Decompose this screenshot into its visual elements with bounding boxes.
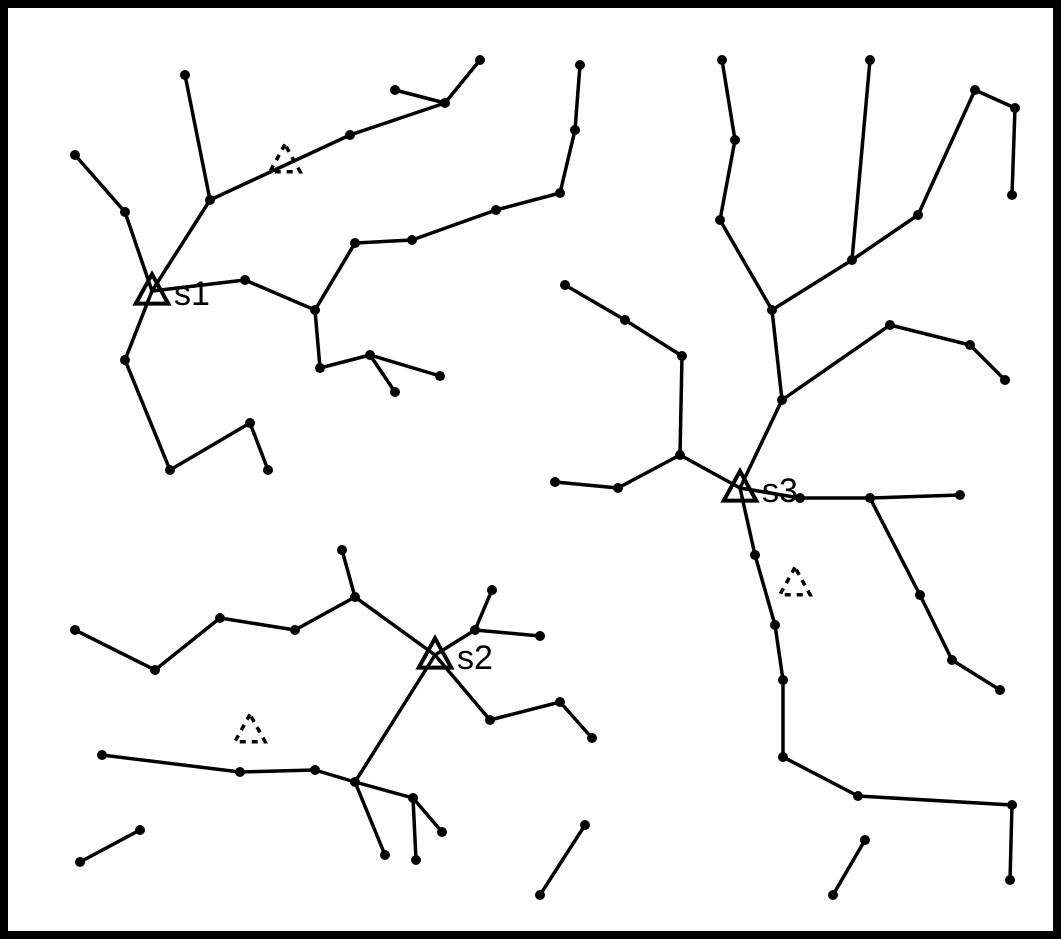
node-dot xyxy=(205,195,215,205)
node-dot xyxy=(865,55,875,65)
node-dot xyxy=(411,855,421,865)
node-dot xyxy=(350,592,360,602)
node-dot xyxy=(70,625,80,635)
node-dot xyxy=(580,820,590,830)
node-dot xyxy=(390,85,400,95)
sink-label: s2 xyxy=(457,639,493,677)
node-dot xyxy=(828,890,838,900)
node-dot xyxy=(947,655,957,665)
node-dot xyxy=(407,235,417,245)
node-dot xyxy=(715,215,725,225)
node-dot xyxy=(865,493,875,503)
node-dot xyxy=(613,483,623,493)
node-dot xyxy=(315,363,325,373)
node-dot xyxy=(767,305,777,315)
node-dot xyxy=(555,188,565,198)
node-dot xyxy=(913,210,923,220)
node-dot xyxy=(535,890,545,900)
node-dot xyxy=(1007,800,1017,810)
network-diagram: s1 s2 s3 xyxy=(0,0,1061,939)
node-dot xyxy=(135,825,145,835)
node-dot xyxy=(555,697,565,707)
node-dot xyxy=(120,207,130,217)
sink-label: s1 xyxy=(174,275,210,313)
node-dot xyxy=(587,733,597,743)
node-dot xyxy=(97,750,107,760)
node-dot xyxy=(1005,875,1015,885)
node-dot xyxy=(310,305,320,315)
node-dot xyxy=(915,590,925,600)
node-dot xyxy=(180,70,190,80)
node-dot xyxy=(570,125,580,135)
node-dot xyxy=(215,613,225,623)
node-dot xyxy=(1010,103,1020,113)
node-dot xyxy=(245,418,255,428)
node-dot xyxy=(485,715,495,725)
node-dot xyxy=(75,857,85,867)
node-dot xyxy=(770,620,780,630)
node-dot xyxy=(847,255,857,265)
node-dot xyxy=(290,625,300,635)
node-dot xyxy=(970,85,980,95)
node-dot xyxy=(150,665,160,675)
node-dot xyxy=(1000,375,1010,385)
node-dot xyxy=(435,371,445,381)
node-dot xyxy=(535,631,545,641)
node-dot xyxy=(675,450,685,460)
edge xyxy=(680,356,682,455)
node-dot xyxy=(365,350,375,360)
node-dot xyxy=(777,395,787,405)
node-dot xyxy=(885,320,895,330)
node-dot xyxy=(235,767,245,777)
node-dot xyxy=(350,777,360,787)
node-dot xyxy=(310,765,320,775)
node-dot xyxy=(860,835,870,845)
node-dot xyxy=(408,793,418,803)
node-dot xyxy=(677,351,687,361)
node-dot xyxy=(717,55,727,65)
node-dot xyxy=(345,130,355,140)
node-dot xyxy=(70,150,80,160)
sink-label: s3 xyxy=(762,472,798,510)
node-dot xyxy=(620,315,630,325)
node-dot xyxy=(995,685,1005,695)
node-dot xyxy=(491,205,501,215)
node-dot xyxy=(575,60,585,70)
node-dot xyxy=(560,280,570,290)
node-dot xyxy=(955,490,965,500)
node-dot xyxy=(470,625,480,635)
node-dot xyxy=(240,275,250,285)
node-dot xyxy=(380,850,390,860)
node-dot xyxy=(165,465,175,475)
edge xyxy=(240,770,315,772)
node-dot xyxy=(337,545,347,555)
node-dot xyxy=(1007,190,1017,200)
node-dot xyxy=(730,135,740,145)
node-dot xyxy=(750,550,760,560)
node-dot xyxy=(350,238,360,248)
node-dot xyxy=(263,465,273,475)
node-dot xyxy=(853,791,863,801)
node-dot xyxy=(475,55,485,65)
node-dot xyxy=(778,675,788,685)
node-dot xyxy=(390,387,400,397)
node-dot xyxy=(487,585,497,595)
node-dot xyxy=(550,477,560,487)
node-dot xyxy=(965,340,975,350)
node-dot xyxy=(120,355,130,365)
node-dot xyxy=(778,752,788,762)
edge xyxy=(1010,805,1012,880)
node-dot xyxy=(440,98,450,108)
node-dot xyxy=(437,827,447,837)
